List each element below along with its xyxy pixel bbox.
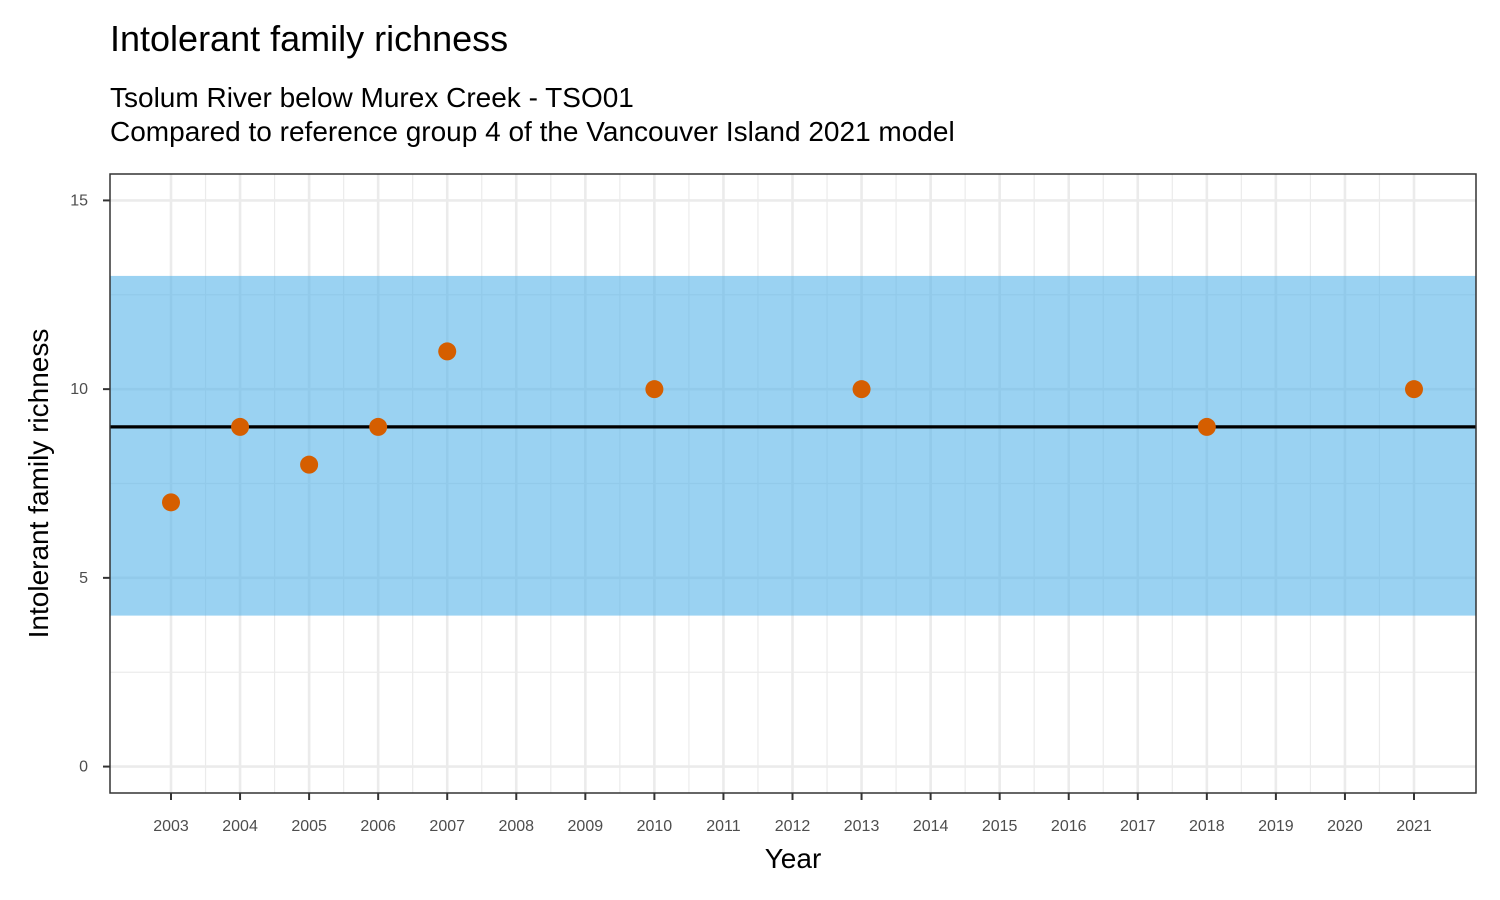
y-axis-title: Intolerant family richness	[23, 329, 54, 639]
x-tick-label: 2021	[1396, 818, 1432, 835]
x-tick-label: 2018	[1189, 818, 1225, 835]
data-point	[369, 417, 388, 436]
x-tick-label: 2007	[429, 818, 465, 835]
x-axis: 2003 2004 2005 2006 2007 2008 2009 2010 2011 2012…	[153, 793, 1432, 835]
chart-subtitle-line-2: Compared to reference group 4 of the Van…	[110, 116, 955, 147]
data-point	[162, 493, 180, 512]
x-tick-label: 2014	[913, 818, 949, 835]
x-tick-label: 2012	[775, 818, 811, 835]
y-axis: 0 5 10 15	[70, 192, 110, 776]
reference-band	[110, 275, 1476, 616]
reference-band-rect	[110, 275, 1476, 616]
data-point	[1405, 380, 1423, 399]
data-point	[645, 380, 664, 399]
y-tick-label: 15	[70, 192, 88, 209]
x-tick-label: 2015	[982, 818, 1018, 835]
x-tick-label: 2005	[291, 818, 327, 835]
x-tick-label: 2020	[1327, 818, 1363, 835]
x-tick-label: 2019	[1258, 818, 1294, 835]
x-tick-label: 2008	[498, 818, 534, 835]
x-tick-label: 2004	[222, 818, 258, 835]
x-tick-label: 2016	[1051, 818, 1087, 835]
chart-title: Intolerant family richness	[110, 18, 509, 59]
x-tick-label: 2010	[637, 818, 673, 835]
x-axis-title: Year	[765, 843, 822, 874]
data-point	[852, 380, 871, 399]
x-tick-label: 2017	[1120, 818, 1156, 835]
data-point	[300, 455, 319, 474]
y-tick-label: 0	[79, 759, 88, 776]
x-tick-label: 2013	[844, 818, 880, 835]
y-tick-label: 10	[70, 381, 88, 398]
chart-subtitle-line-1: Tsolum River below Murex Creek - TSO01	[110, 82, 634, 113]
y-tick-label: 5	[79, 570, 88, 587]
x-tick-label: 2011	[706, 818, 741, 835]
x-tick-label: 2006	[360, 818, 396, 835]
x-tick-label: 2009	[568, 818, 604, 835]
x-tick-label: 2003	[153, 818, 189, 835]
data-point	[1197, 417, 1216, 436]
data-point	[231, 417, 250, 436]
data-points	[162, 342, 1423, 512]
data-point	[438, 342, 457, 361]
